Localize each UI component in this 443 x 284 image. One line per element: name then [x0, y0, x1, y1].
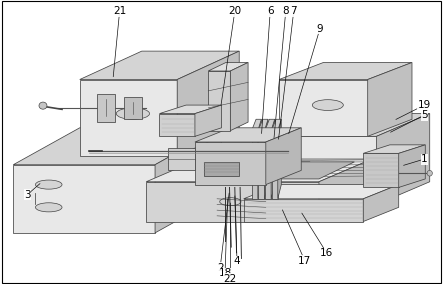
- Ellipse shape: [35, 180, 62, 189]
- Polygon shape: [244, 162, 354, 179]
- Text: 8: 8: [283, 6, 289, 16]
- Polygon shape: [363, 185, 399, 222]
- Polygon shape: [252, 131, 258, 199]
- Polygon shape: [278, 119, 281, 199]
- Polygon shape: [146, 159, 372, 182]
- Polygon shape: [208, 62, 248, 71]
- Polygon shape: [13, 165, 155, 233]
- Polygon shape: [195, 105, 222, 136]
- Ellipse shape: [39, 102, 47, 109]
- Ellipse shape: [35, 203, 62, 212]
- Text: 3: 3: [24, 189, 31, 200]
- Polygon shape: [195, 142, 266, 185]
- Polygon shape: [177, 51, 239, 156]
- Polygon shape: [80, 80, 177, 156]
- Polygon shape: [279, 62, 412, 80]
- Polygon shape: [319, 159, 372, 222]
- Polygon shape: [159, 105, 222, 114]
- Text: 7: 7: [291, 6, 297, 16]
- Polygon shape: [208, 71, 230, 131]
- Text: 22: 22: [224, 274, 237, 284]
- Polygon shape: [195, 128, 301, 142]
- Ellipse shape: [312, 100, 343, 110]
- Polygon shape: [244, 199, 363, 222]
- Polygon shape: [258, 131, 264, 199]
- Text: 17: 17: [298, 256, 311, 266]
- Polygon shape: [168, 148, 195, 170]
- Polygon shape: [399, 145, 425, 187]
- Text: 2: 2: [217, 262, 223, 273]
- Polygon shape: [124, 97, 142, 119]
- Polygon shape: [363, 145, 425, 153]
- Polygon shape: [159, 114, 195, 136]
- Polygon shape: [244, 185, 399, 199]
- Ellipse shape: [220, 198, 241, 206]
- Polygon shape: [272, 119, 281, 131]
- Polygon shape: [97, 94, 115, 122]
- Polygon shape: [13, 128, 221, 165]
- Ellipse shape: [309, 165, 338, 175]
- Polygon shape: [230, 62, 248, 131]
- Text: 1: 1: [421, 154, 427, 164]
- Polygon shape: [252, 119, 261, 131]
- Polygon shape: [377, 114, 430, 204]
- Polygon shape: [266, 136, 377, 204]
- Polygon shape: [266, 128, 301, 185]
- Polygon shape: [80, 51, 239, 80]
- Text: 21: 21: [113, 6, 126, 16]
- Polygon shape: [258, 119, 268, 131]
- Polygon shape: [265, 131, 271, 199]
- Text: 16: 16: [320, 248, 334, 258]
- Polygon shape: [363, 153, 399, 187]
- Text: 9: 9: [317, 24, 323, 34]
- Ellipse shape: [116, 108, 150, 119]
- Ellipse shape: [427, 170, 432, 176]
- Text: 6: 6: [267, 6, 273, 16]
- Polygon shape: [146, 182, 319, 222]
- Polygon shape: [368, 62, 412, 136]
- Text: 20: 20: [228, 6, 241, 16]
- Text: 19: 19: [418, 100, 431, 110]
- Polygon shape: [265, 119, 275, 131]
- Polygon shape: [204, 162, 239, 176]
- Ellipse shape: [112, 143, 136, 153]
- Polygon shape: [264, 119, 268, 199]
- Text: 4: 4: [234, 256, 240, 266]
- Polygon shape: [272, 131, 278, 199]
- Text: 18: 18: [218, 268, 232, 278]
- Polygon shape: [155, 128, 222, 233]
- Polygon shape: [271, 119, 275, 199]
- Text: 5: 5: [421, 110, 427, 120]
- Polygon shape: [279, 80, 368, 136]
- Polygon shape: [258, 119, 261, 199]
- Polygon shape: [199, 162, 310, 179]
- Polygon shape: [266, 114, 430, 136]
